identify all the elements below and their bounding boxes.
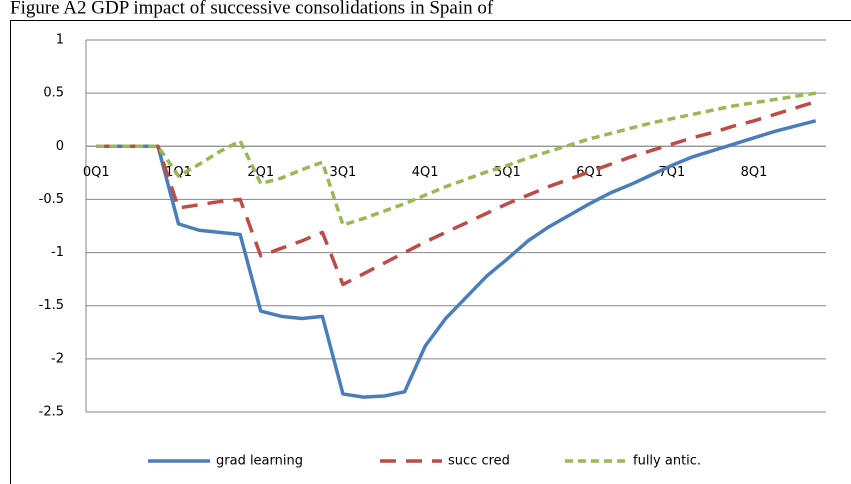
y-tick-label: 0	[56, 139, 64, 154]
series-line	[96, 99, 817, 287]
y-tick-label: -2	[51, 351, 64, 366]
y-tick-label: 0.5	[43, 86, 64, 101]
legend-label: succ cred	[448, 454, 510, 469]
y-tick-label: -2.5	[39, 405, 64, 420]
x-tick-label: 3Q1	[330, 165, 357, 180]
x-tick-label: 0Q1	[83, 165, 110, 180]
y-tick-label: -1	[51, 245, 64, 260]
legend-label: fully antic.	[633, 454, 701, 469]
legend-label: grad learning	[216, 454, 303, 469]
x-tick-label: 8Q1	[741, 165, 768, 180]
x-tick-label: 1Q1	[165, 165, 192, 180]
chart-title: Figure A2 GDP impact of successive conso…	[10, 0, 494, 18]
y-tick-label: -0.5	[39, 192, 64, 207]
x-tick-label: 5Q1	[494, 165, 521, 180]
y-tick-label: -1.5	[39, 298, 64, 313]
series-line	[96, 91, 816, 227]
y-tick-label: 1	[56, 33, 64, 48]
x-tick-label: 4Q1	[412, 165, 439, 180]
series-line	[96, 119, 817, 399]
